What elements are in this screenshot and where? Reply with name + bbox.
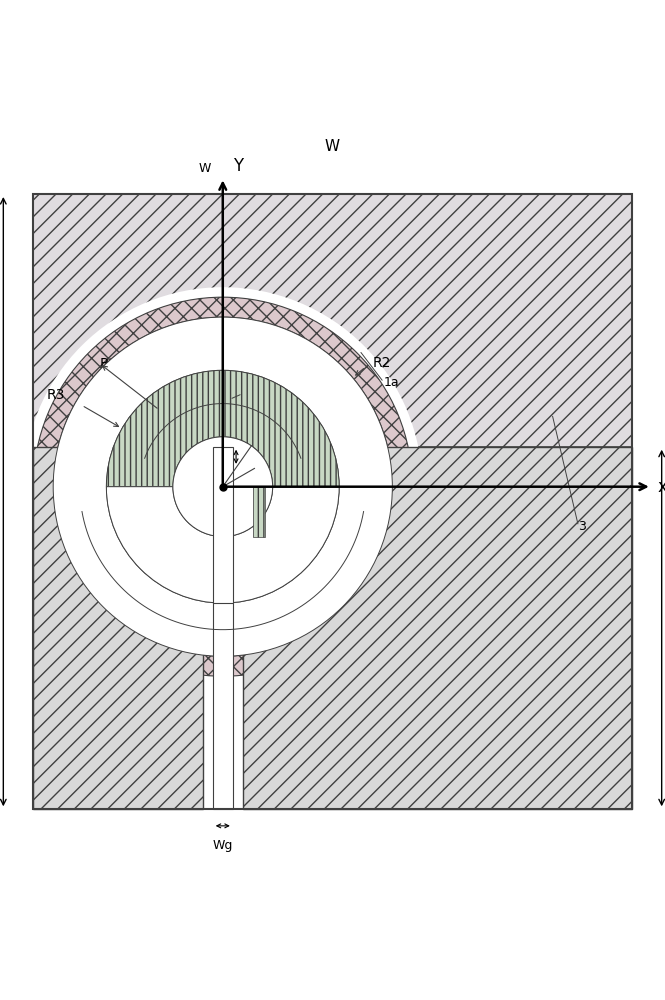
Text: 2b: 2b (239, 527, 255, 540)
Bar (243, 447, 632, 809)
Text: Wg: Wg (213, 839, 233, 852)
Text: S: S (239, 450, 248, 464)
Text: R3: R3 (47, 388, 65, 402)
Text: 1d: 1d (246, 535, 262, 548)
Text: Y: Y (233, 157, 243, 175)
Text: 3: 3 (579, 520, 587, 533)
Circle shape (173, 437, 273, 537)
Text: x: x (657, 478, 665, 496)
Bar (213, 447, 233, 603)
Text: 1b: 1b (249, 387, 265, 400)
Text: W: W (325, 139, 340, 154)
Wedge shape (106, 487, 339, 603)
Bar (213, 447, 233, 809)
Wedge shape (106, 370, 339, 487)
Text: R1: R1 (100, 357, 118, 371)
Text: R2: R2 (372, 356, 391, 370)
Bar (33, 194, 632, 447)
Text: R4: R4 (255, 433, 271, 446)
Text: W: W (198, 162, 211, 175)
Text: 1c: 1c (281, 579, 296, 592)
Text: 1a: 1a (384, 376, 400, 389)
Bar (33, 447, 203, 809)
Bar (253, 487, 265, 537)
Circle shape (23, 287, 422, 686)
Text: R5: R5 (258, 462, 275, 475)
Text: 2a: 2a (60, 493, 75, 506)
Bar (33, 194, 632, 809)
